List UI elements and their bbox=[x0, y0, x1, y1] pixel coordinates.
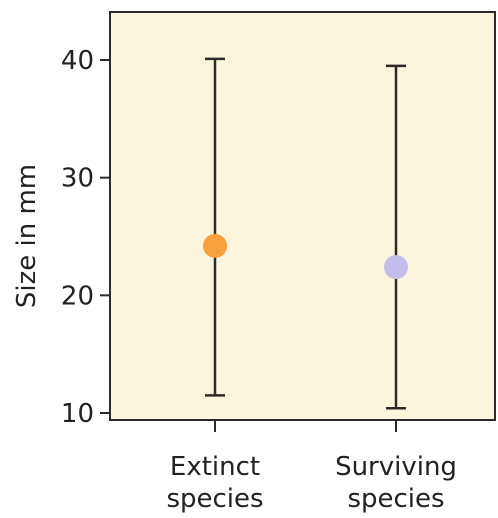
y-tick-label: 40 bbox=[61, 46, 94, 76]
plot-area bbox=[109, 11, 496, 421]
x-tick-label: Surviving species bbox=[335, 452, 457, 514]
y-axis-title: Size in mm bbox=[12, 164, 42, 308]
y-tick-label: 10 bbox=[61, 399, 94, 429]
mean-point bbox=[203, 233, 227, 258]
x-tick-label: Extinct species bbox=[166, 452, 263, 514]
mean-point bbox=[384, 255, 408, 280]
x-axis: Extinct species Surviving species bbox=[166, 420, 457, 514]
data-marks bbox=[203, 57, 408, 410]
y-tick-label: 20 bbox=[61, 281, 94, 311]
y-tick-label: 30 bbox=[61, 164, 94, 194]
y-axis: 10 20 30 40 bbox=[61, 46, 110, 429]
